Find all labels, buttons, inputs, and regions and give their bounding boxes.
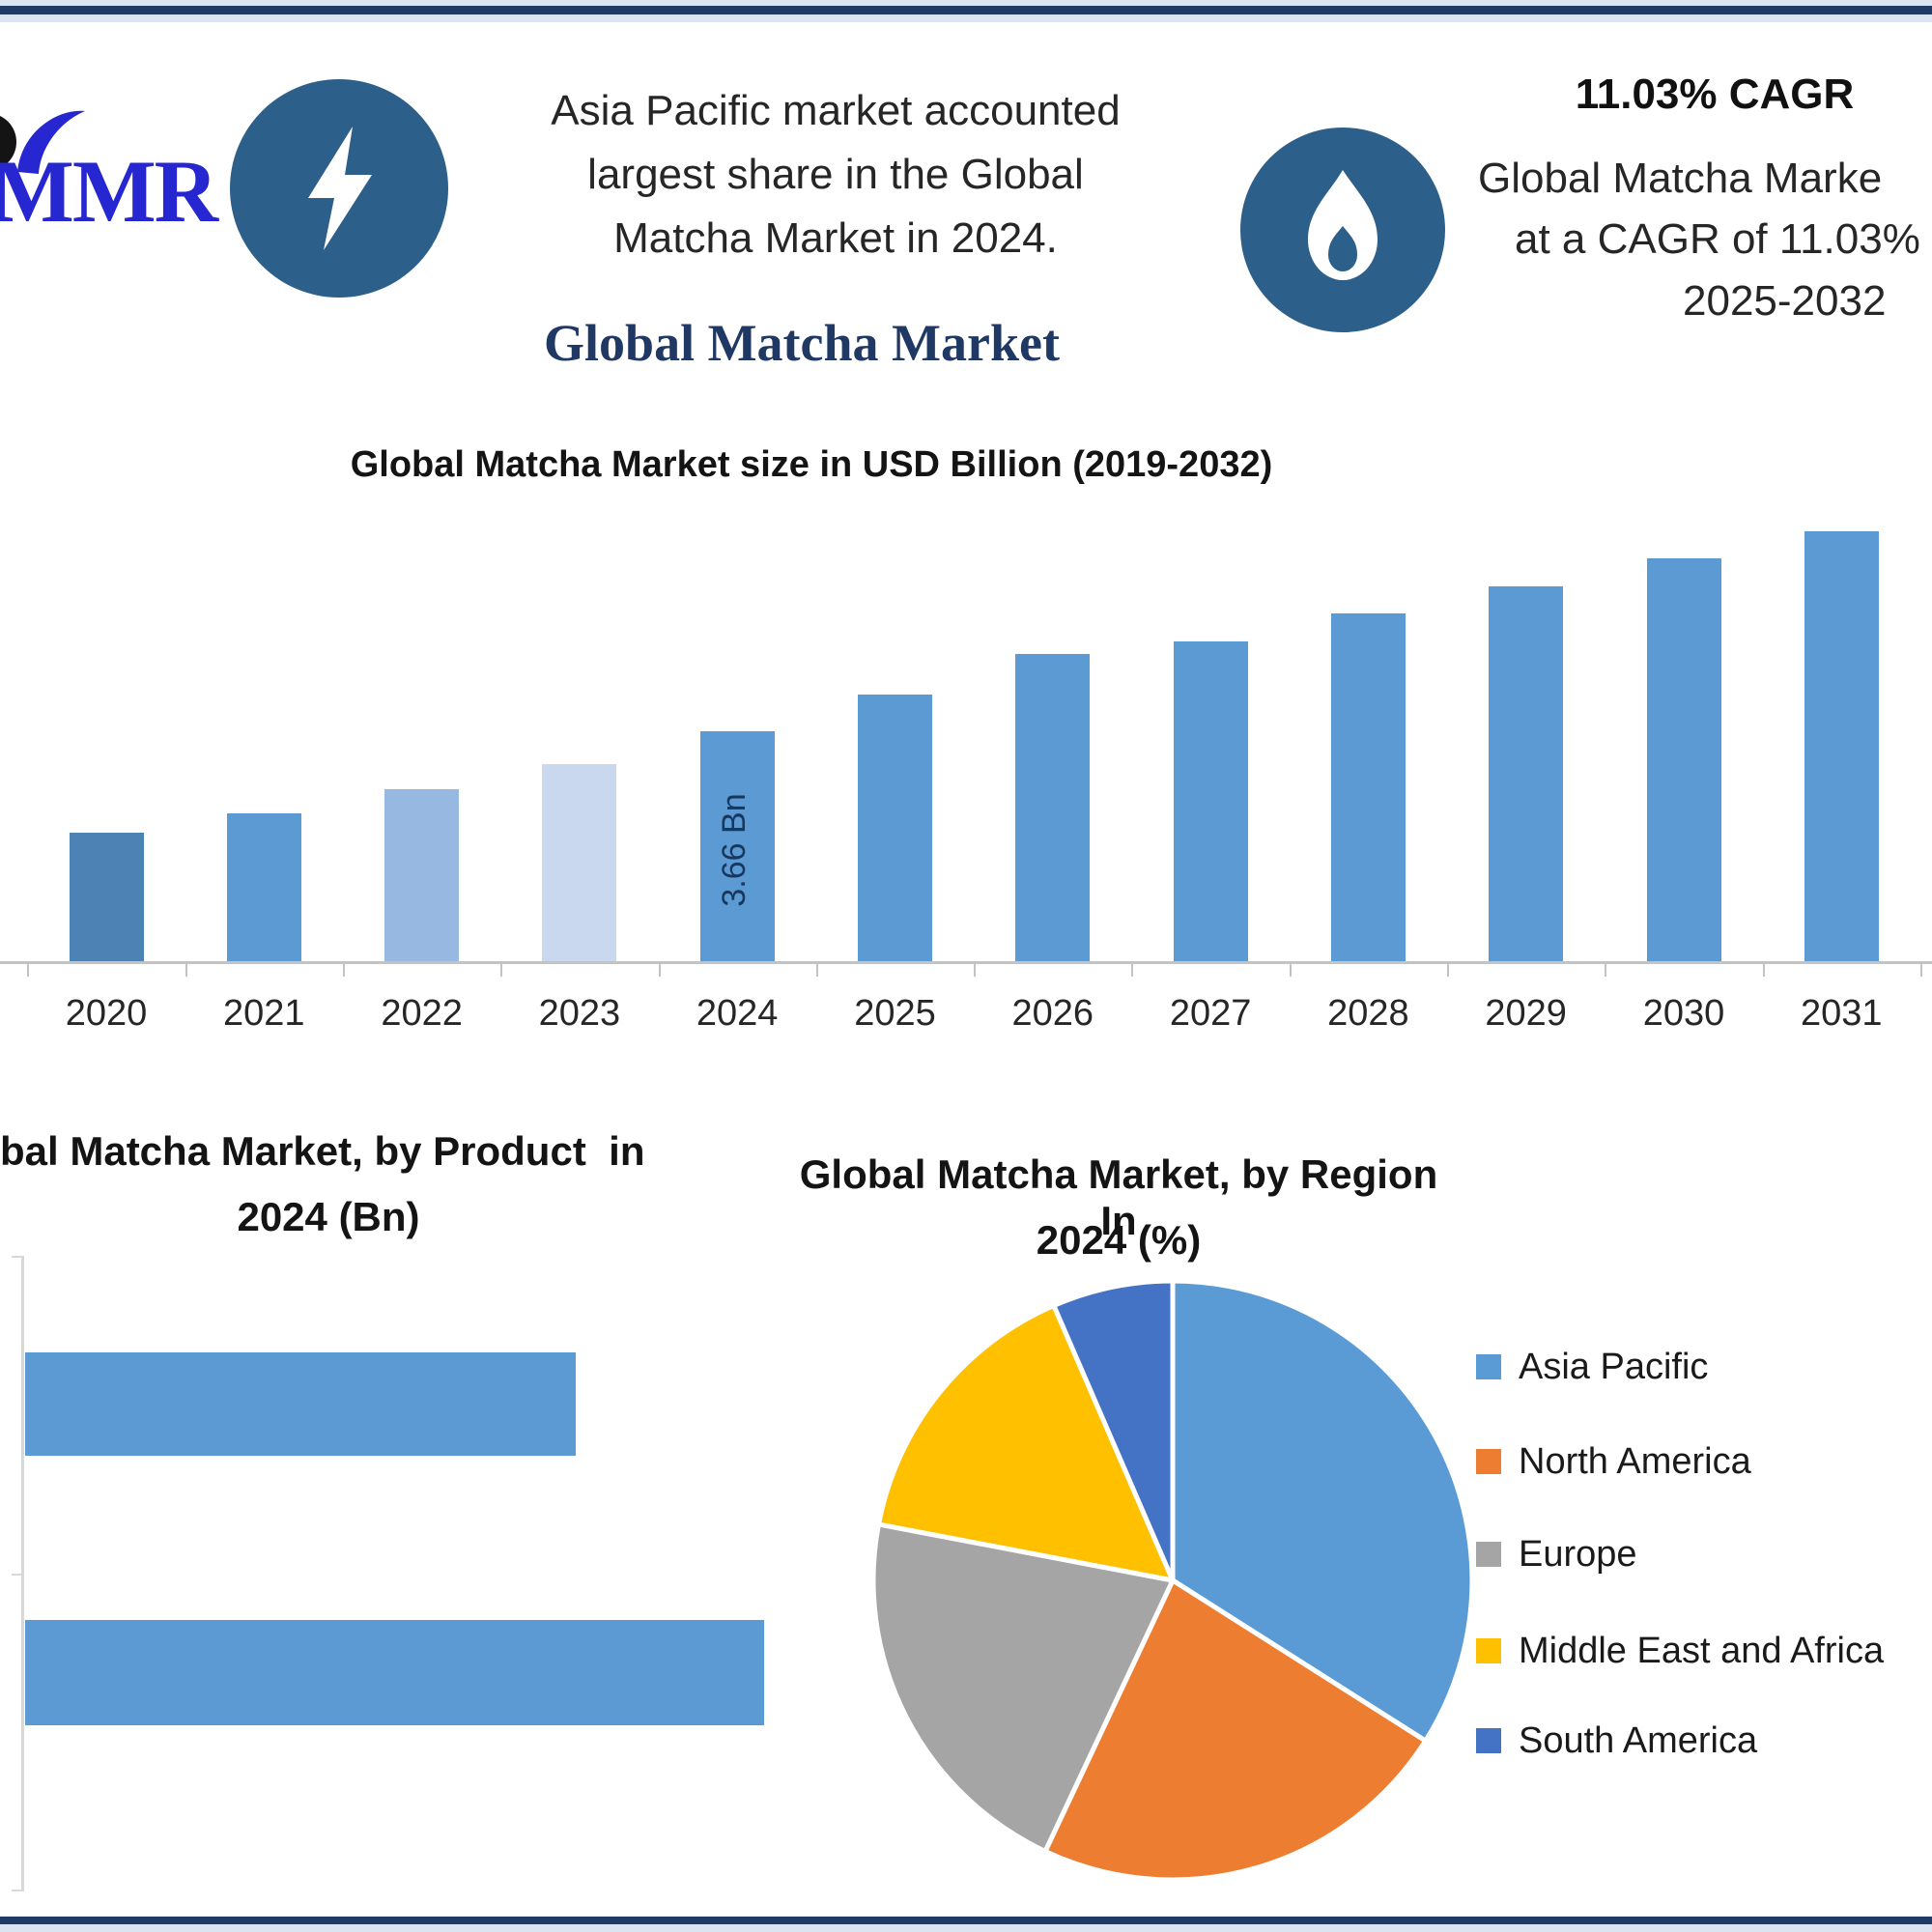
bar-2030 bbox=[1646, 558, 1721, 963]
pie-chart bbox=[870, 1278, 1475, 1883]
flame-icon bbox=[1240, 128, 1445, 332]
legend-label: Middle East and Africa bbox=[1519, 1631, 1885, 1671]
cagr-line3: 2025-2032 bbox=[1683, 277, 1887, 325]
bar-2022 bbox=[384, 789, 460, 963]
headline-left-line3: Matcha Market in 2024. bbox=[613, 214, 1058, 262]
legend-label: South America bbox=[1519, 1720, 1758, 1761]
product-axis-tick bbox=[12, 1574, 21, 1576]
product-chart bbox=[0, 0, 869, 1932]
headline-left-line1: Asia Pacific market accounted bbox=[551, 87, 1121, 134]
product-bar-2 bbox=[25, 1620, 764, 1725]
x-axis-tick bbox=[1919, 964, 1922, 977]
legend-label: North America bbox=[1519, 1441, 1751, 1482]
pie-slice-europe bbox=[870, 1521, 1176, 1854]
x-tick-label-2020: 2020 bbox=[65, 993, 148, 1034]
logo-swoosh bbox=[17, 110, 85, 174]
bar-2021 bbox=[226, 813, 301, 963]
x-tick-label-2031: 2031 bbox=[1801, 993, 1883, 1034]
x-axis-tick bbox=[1447, 964, 1450, 977]
bar-2025 bbox=[858, 695, 932, 963]
x-tick-label-2023: 2023 bbox=[538, 993, 621, 1034]
legend-label: Europe bbox=[1519, 1534, 1637, 1575]
x-axis-tick bbox=[1289, 964, 1292, 977]
legend-swatch bbox=[1476, 1354, 1501, 1379]
x-axis-tick bbox=[1605, 964, 1607, 977]
headline-left-line2: largest share in the Global bbox=[587, 151, 1084, 198]
x-axis-tick bbox=[185, 964, 187, 977]
x-axis-tick bbox=[500, 964, 503, 977]
product-chart-title-line1: bal Matcha Market, by Product in bbox=[0, 1128, 645, 1174]
x-axis-tick bbox=[815, 964, 818, 977]
pie-slice-middle-east-and-africa bbox=[876, 1303, 1176, 1583]
legend-swatch bbox=[1476, 1542, 1501, 1567]
bar-2029 bbox=[1489, 586, 1564, 963]
cagr-headline: 11.03% CAGR bbox=[1575, 71, 1855, 118]
product-axis-tick bbox=[12, 1256, 21, 1258]
x-tick-label-2028: 2028 bbox=[1327, 993, 1409, 1034]
product-chart-title-line2: 2024 (Bn) bbox=[237, 1194, 420, 1239]
x-tick-label-2024: 2024 bbox=[696, 993, 779, 1034]
top-border bbox=[0, 6, 1932, 14]
top-strip-inner bbox=[0, 14, 1932, 22]
x-axis-tick bbox=[974, 964, 977, 977]
x-tick-label-2029: 2029 bbox=[1485, 993, 1567, 1034]
bar-2026 bbox=[1015, 654, 1091, 963]
mmr-logo-swoosh bbox=[0, 110, 85, 174]
lightning-icon bbox=[230, 79, 448, 298]
top-strip bbox=[0, 0, 1932, 6]
x-axis-tick bbox=[658, 964, 661, 977]
x-tick-label-2022: 2022 bbox=[381, 993, 463, 1034]
x-axis-tick bbox=[342, 964, 345, 977]
bar-2023 bbox=[542, 764, 617, 963]
bar-2024 bbox=[699, 731, 775, 963]
pie-chart-title-line1: Global Matcha Market, by Region In bbox=[799, 1151, 1438, 1243]
legend-swatch bbox=[1476, 1638, 1501, 1663]
product-axis-tick bbox=[12, 1889, 21, 1891]
cagr-line2: at a CAGR of 11.03% bbox=[1515, 215, 1920, 263]
bar-chart-title: Global Matcha Market size in USD Billion… bbox=[350, 444, 1273, 485]
bar-2020 bbox=[69, 833, 144, 963]
logo-partial-circle bbox=[0, 115, 16, 169]
bar-2027 bbox=[1173, 641, 1248, 963]
pie-slice-south-america bbox=[1051, 1278, 1176, 1583]
headline-left: Asia Pacific market accounted largest sh… bbox=[483, 79, 1188, 270]
mmr-logo: MMR bbox=[0, 142, 218, 241]
x-tick-label-2030: 2030 bbox=[1642, 993, 1725, 1034]
x-axis-tick bbox=[1762, 964, 1765, 977]
x-tick-label-2026: 2026 bbox=[1011, 993, 1094, 1034]
cagr-line1: Global Matcha Marke bbox=[1478, 155, 1883, 202]
bottom-border bbox=[0, 1917, 1932, 1924]
x-tick-label-2021: 2021 bbox=[223, 993, 305, 1034]
bar-2031 bbox=[1804, 531, 1879, 963]
bar-2028 bbox=[1330, 613, 1406, 963]
pie-slice-north-america bbox=[1042, 1577, 1429, 1883]
legend-label: Asia Pacific bbox=[1519, 1347, 1709, 1387]
page-title: Global Matcha Market bbox=[544, 314, 1060, 372]
x-axis-tick bbox=[1131, 964, 1134, 977]
pie-chart-title-line2: 2024 (%) bbox=[1036, 1217, 1202, 1263]
legend-swatch bbox=[1476, 1449, 1501, 1474]
bar-chart-axis bbox=[0, 961, 1932, 964]
bottom-strip bbox=[0, 1924, 1932, 1932]
product-chart-axis bbox=[21, 1256, 24, 1891]
x-tick-label-2027: 2027 bbox=[1169, 993, 1252, 1034]
legend-swatch bbox=[1476, 1728, 1501, 1753]
x-axis-tick bbox=[27, 964, 30, 977]
product-bar-1 bbox=[25, 1352, 576, 1456]
x-tick-label-2025: 2025 bbox=[854, 993, 936, 1034]
